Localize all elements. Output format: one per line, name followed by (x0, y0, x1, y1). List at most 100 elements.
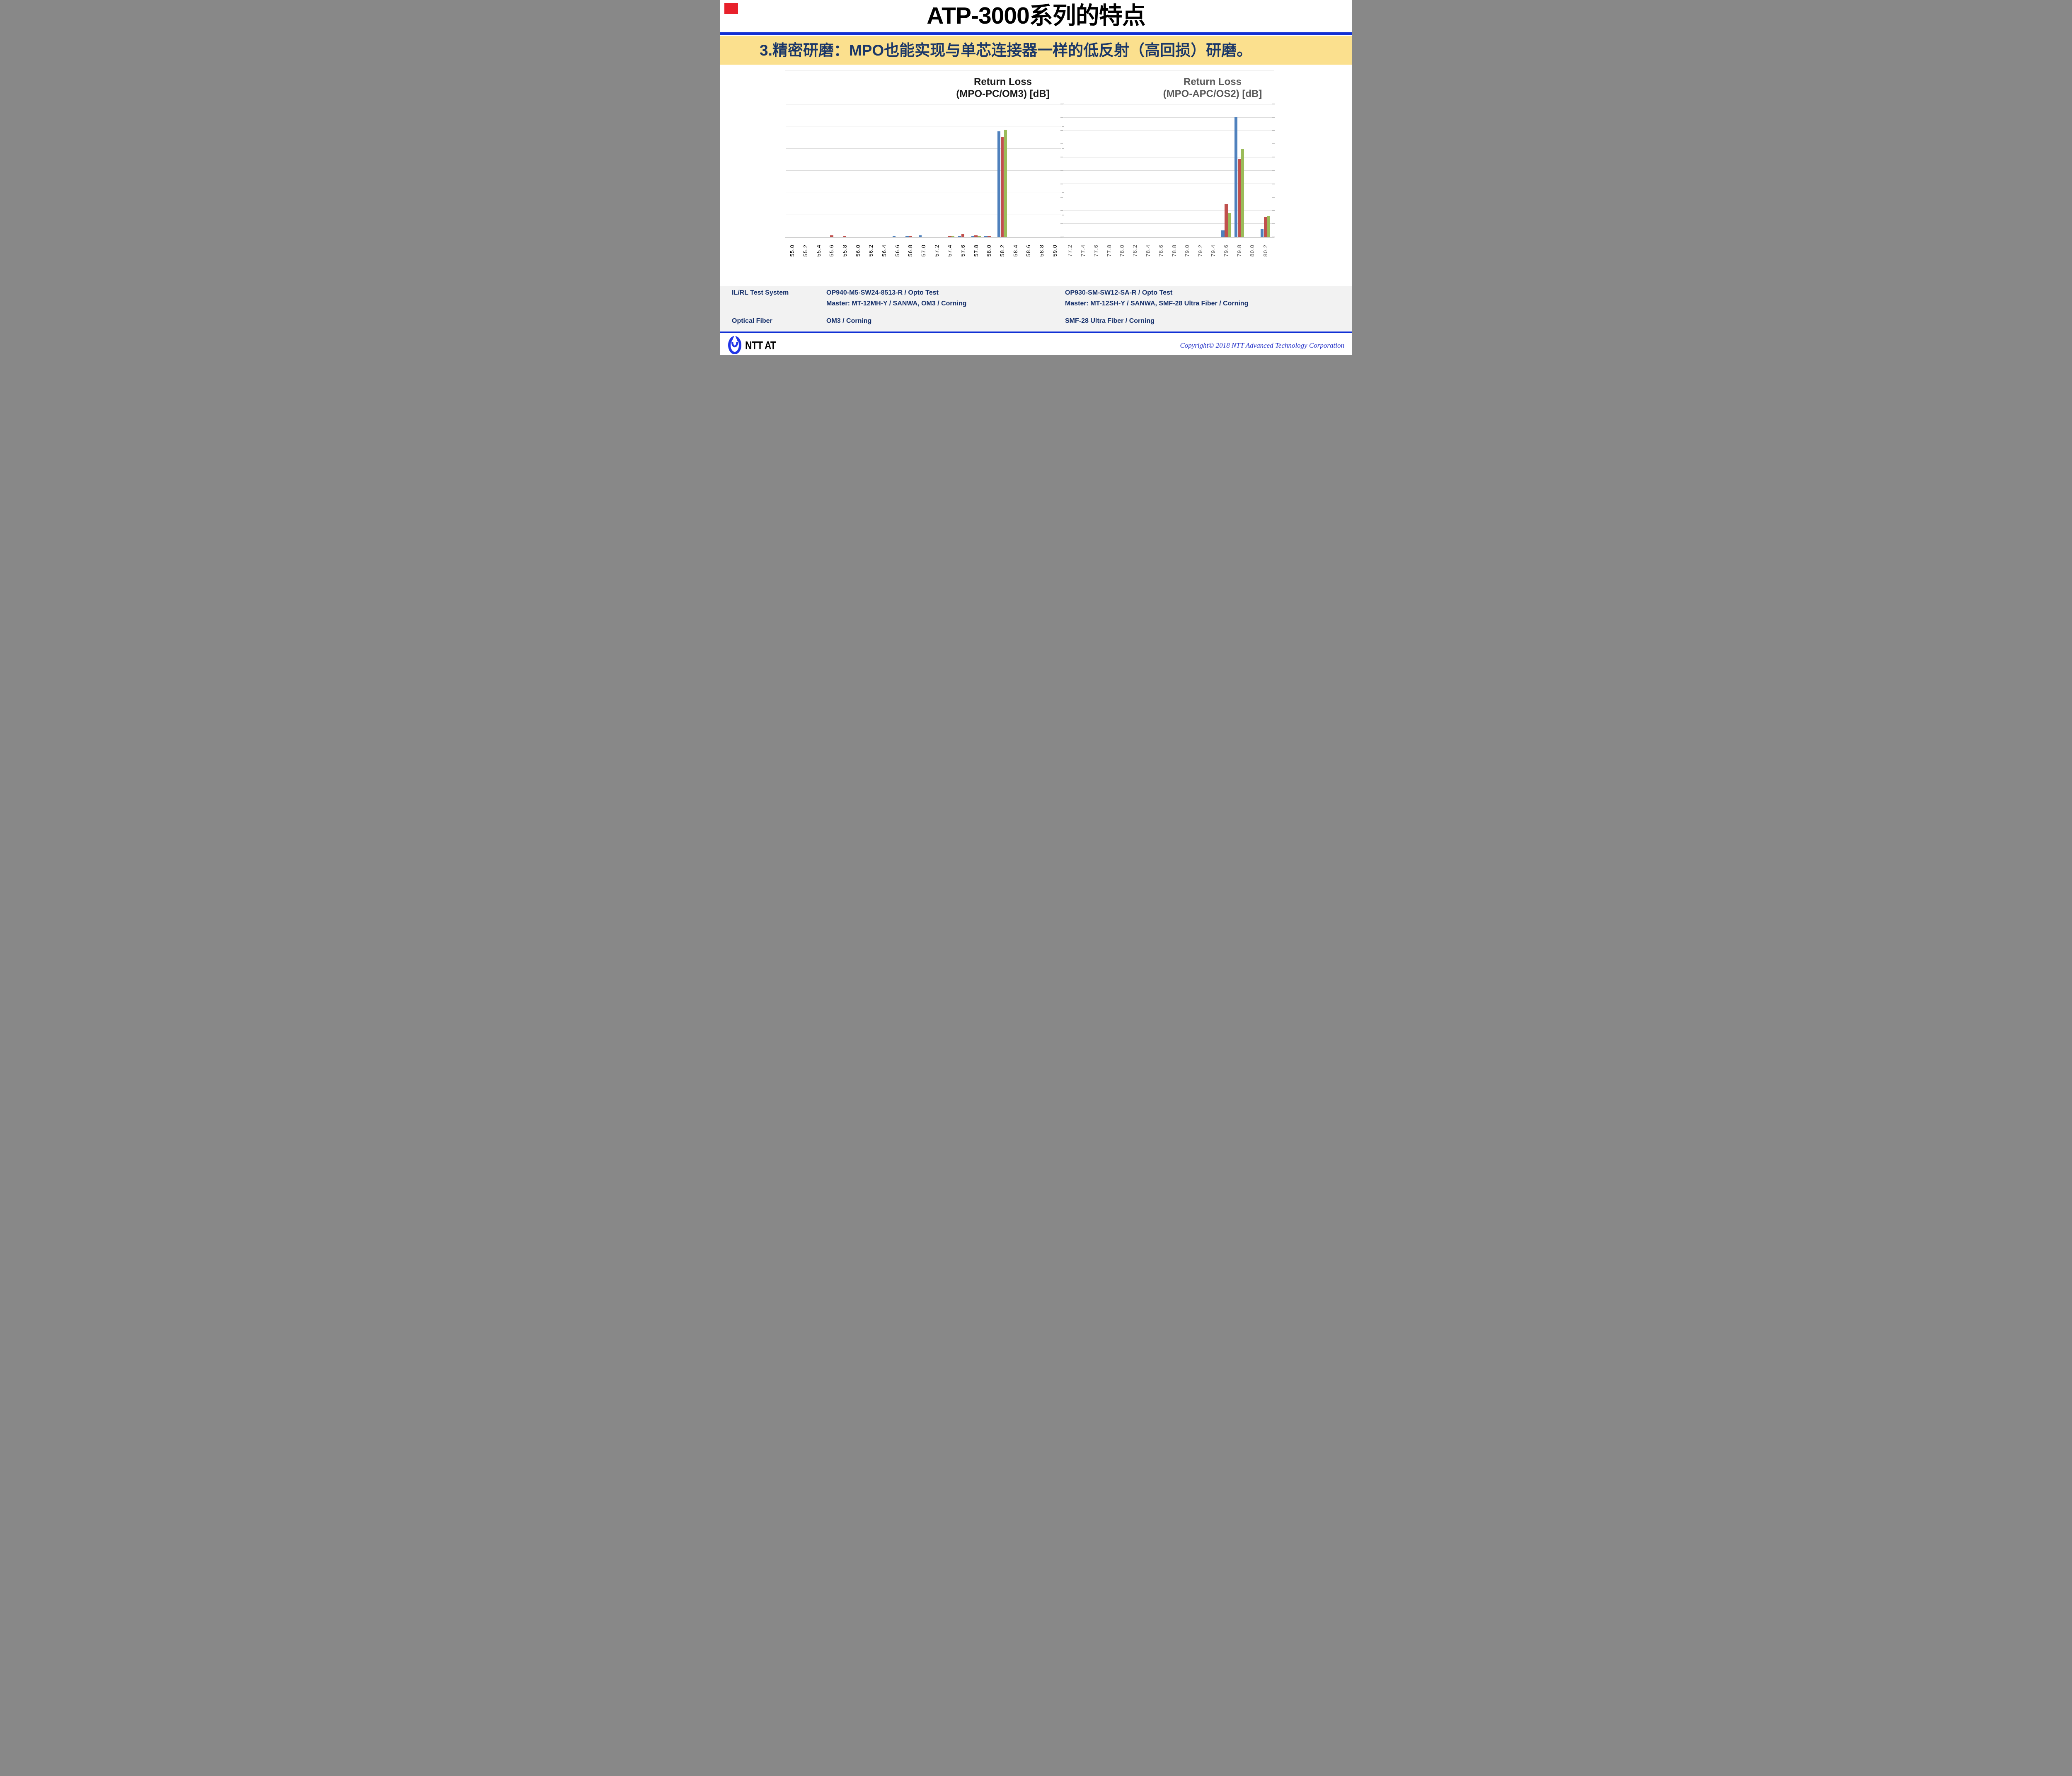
title-divider-bar (720, 32, 1352, 35)
spec-row2-col3: SMF-28 Ultra Fiber / Corning (1065, 317, 1155, 324)
x-axis-label: 57.0 (920, 244, 927, 257)
axis-tick (1062, 192, 1064, 193)
x-axis-label: 77.4 (1080, 244, 1086, 257)
x-axis-label: 78.4 (1145, 244, 1151, 257)
bar-series-1 (958, 236, 961, 237)
x-axis-label: 79.6 (1223, 244, 1230, 257)
axis-tick (1062, 170, 1064, 171)
x-axis-label: 77.2 (1067, 244, 1073, 257)
axis-tick (1060, 210, 1063, 211)
x-axis-label: 56.4 (881, 244, 887, 257)
x-axis-label: 77.8 (1106, 244, 1112, 257)
slide: ATP-3000系列的特点 3.精密研磨：MPO也能实现与单芯连接器一样的低反射… (720, 0, 1352, 355)
gridline (786, 170, 1061, 171)
x-axis-label: 58.0 (986, 244, 992, 257)
spec-row1-col2-line1: OP940-M5-SW24-8513-R / Opto Test (826, 289, 939, 296)
bar-series-3 (1004, 130, 1007, 237)
bar-series-2 (909, 236, 912, 237)
x-axis-label: 57.4 (946, 244, 953, 257)
x-axis-label: 55.2 (802, 244, 808, 257)
axis-tick (1272, 117, 1275, 118)
axis-tick (1060, 117, 1063, 118)
x-axis-label: 79.4 (1210, 244, 1217, 257)
axis-tick (1272, 210, 1275, 211)
chart-title-left: Return Loss (MPO-PC/OM3) [dB] (895, 76, 1111, 100)
x-axis-label: 55.6 (828, 244, 835, 257)
chart-title-line: (MPO-PC/OM3) [dB] (956, 88, 1050, 99)
axis-tick (1060, 170, 1063, 171)
bar-series-2 (1264, 217, 1267, 237)
x-axis-line (1063, 237, 1274, 238)
red-marker (724, 3, 738, 14)
x-axis-label: 78.0 (1118, 244, 1125, 257)
copyright-text: Copyright© 2018 NTT Advanced Technology … (1180, 341, 1344, 349)
bar-series-2 (1225, 203, 1228, 237)
bar-series-1 (997, 131, 1001, 237)
axis-tick (1272, 143, 1275, 145)
bar-series-2 (1000, 137, 1004, 237)
x-axis-label: 58.4 (1012, 244, 1019, 257)
x-axis-label: 78.2 (1132, 244, 1138, 257)
logo-wordmark: NTT AT (745, 339, 776, 352)
bar-series-1 (1260, 229, 1264, 237)
x-axis-label: 58.6 (1025, 244, 1032, 257)
charts-area: Return Loss (MPO-PC/OM3) [dB] 55.0 55.2 55.4… (720, 0, 1352, 355)
x-axis-label: 57.6 (960, 244, 966, 257)
gridline (1063, 117, 1272, 118)
spec-row1-col2-line2: Master: MT-12MH-Y / SANWA, OM3 / Corning (826, 300, 967, 307)
x-axis-label: 55.0 (789, 244, 796, 257)
footer-divider-line (720, 331, 1352, 333)
gridline (786, 148, 1061, 149)
spec-table-background (720, 286, 1352, 331)
bar-series-1 (918, 235, 922, 237)
bar-series-2 (843, 236, 847, 237)
spec-row1-col3-line1: OP930-SM-SW12-SA-R / Opto Test (1065, 289, 1173, 296)
bar-series-1 (1221, 230, 1225, 237)
x-axis-label: 78.8 (1171, 244, 1177, 257)
axis-tick (1272, 170, 1275, 171)
axis-tick (1272, 223, 1275, 224)
ntt-logo-icon (728, 335, 742, 354)
bar-series-1 (892, 236, 896, 237)
axis-tick (1060, 196, 1063, 198)
x-axis-label: 57.2 (933, 244, 940, 257)
chart-title-line: Return Loss (1183, 76, 1242, 87)
x-axis-label: 55.4 (815, 244, 822, 257)
bar-series-2 (830, 235, 833, 237)
spec-row2-col2: OM3 / Corning (826, 317, 872, 324)
x-axis-label: 56.2 (868, 244, 874, 257)
bar-series-2 (1237, 158, 1241, 237)
bar-series-1 (1234, 117, 1238, 237)
gridline (1063, 223, 1272, 224)
bar-series-1 (984, 236, 988, 237)
axis-tick (1272, 196, 1275, 198)
x-axis-label: 58.2 (999, 244, 1005, 257)
spec-row1-col3-line2: Master: MT-12SH-Y / SANWA, SMF-28 Ultra … (1065, 300, 1249, 307)
bar-series-2 (988, 236, 991, 237)
chart-title-line: (MPO-APC/OS2) [dB] (1163, 88, 1262, 99)
axis-tick (1060, 223, 1063, 224)
x-axis-label: 56.6 (894, 244, 900, 257)
bar-series-3 (1267, 215, 1270, 237)
chart-title-line: Return Loss (973, 76, 1032, 87)
axis-tick (1062, 126, 1064, 127)
gridline (1063, 170, 1272, 171)
bar-series-1 (971, 236, 974, 237)
x-axis-label: 80.2 (1262, 244, 1268, 257)
x-axis-label: 78.6 (1158, 244, 1164, 257)
bar-series-1 (905, 236, 909, 237)
x-axis-label: 57.8 (973, 244, 979, 257)
bar-series-3 (1241, 149, 1244, 237)
x-axis-line (785, 237, 1064, 238)
bar-series-2 (974, 235, 978, 237)
spec-row2-label: Optical Fiber (732, 317, 772, 324)
x-axis-label: 56.0 (854, 244, 861, 257)
axis-tick (1272, 130, 1275, 131)
bar-series-3 (951, 236, 955, 237)
x-axis-label: 58.8 (1038, 244, 1045, 257)
bar-series-2 (948, 236, 951, 237)
bar-series-3 (1228, 213, 1231, 237)
x-axis-label: 80.0 (1249, 244, 1256, 257)
page-title: ATP-3000系列的特点 (927, 2, 1146, 29)
x-axis-label: 77.6 (1093, 244, 1099, 257)
